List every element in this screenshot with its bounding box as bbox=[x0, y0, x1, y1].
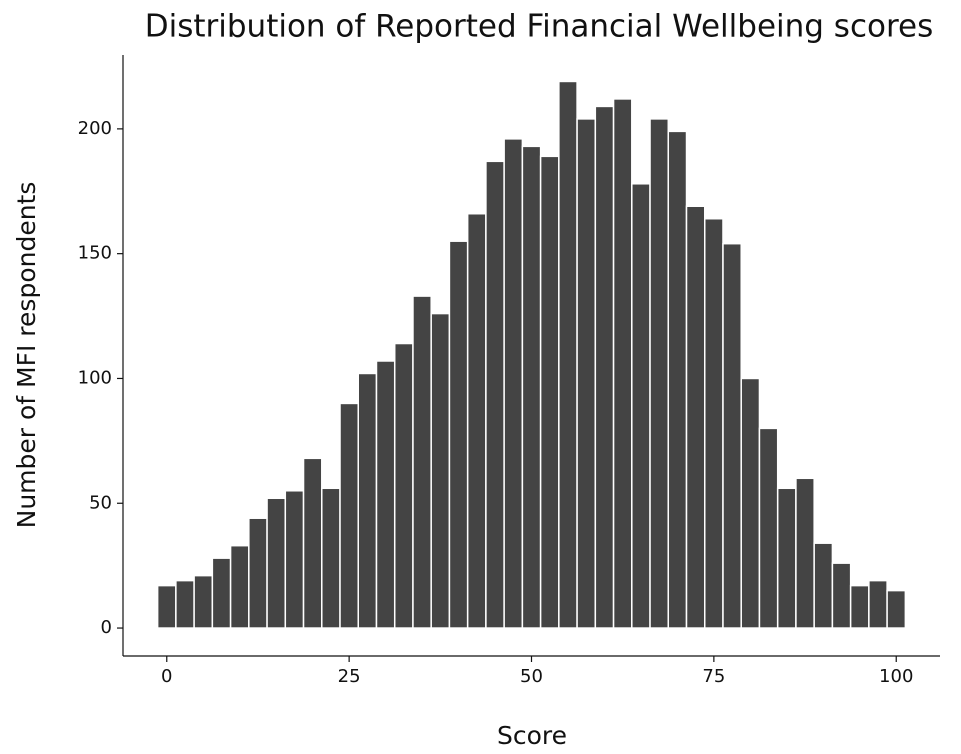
bar bbox=[594, 105, 615, 629]
bar bbox=[156, 584, 177, 629]
bar bbox=[284, 490, 305, 629]
bar bbox=[758, 427, 779, 629]
bar bbox=[211, 557, 232, 629]
bar bbox=[849, 584, 870, 629]
bar bbox=[703, 217, 724, 629]
bar bbox=[740, 377, 761, 629]
bar bbox=[649, 118, 670, 629]
bar bbox=[193, 574, 214, 629]
bar bbox=[375, 360, 396, 629]
bar bbox=[685, 205, 706, 629]
bar bbox=[776, 487, 797, 629]
y-tick-label: 150 bbox=[78, 243, 112, 264]
bar bbox=[321, 487, 341, 629]
bar bbox=[722, 242, 742, 629]
bar bbox=[393, 342, 414, 629]
x-tick-label: 75 bbox=[702, 666, 725, 687]
bar bbox=[302, 457, 323, 629]
x-axis-label: Score bbox=[497, 721, 567, 750]
x-tick-label: 100 bbox=[879, 666, 913, 687]
x-tick-label: 25 bbox=[338, 666, 361, 687]
bar bbox=[868, 579, 888, 629]
bar bbox=[266, 497, 287, 629]
bar bbox=[558, 80, 578, 629]
bar bbox=[412, 295, 432, 629]
bar bbox=[813, 542, 834, 629]
y-tick-label: 0 bbox=[101, 617, 112, 638]
bar bbox=[339, 402, 360, 629]
x-tick-label: 50 bbox=[520, 666, 543, 687]
bar bbox=[831, 562, 852, 629]
x-tick-label: 0 bbox=[161, 666, 172, 687]
bar bbox=[667, 130, 688, 629]
bar bbox=[448, 240, 469, 629]
bar bbox=[430, 312, 451, 629]
bar bbox=[248, 517, 268, 629]
bar bbox=[485, 160, 505, 629]
y-tick-label: 100 bbox=[78, 367, 112, 388]
bar bbox=[503, 138, 524, 629]
bar bbox=[466, 212, 487, 629]
bar bbox=[229, 544, 250, 629]
bar bbox=[795, 477, 815, 629]
bar bbox=[612, 98, 633, 629]
bar bbox=[886, 589, 907, 629]
y-tick-label: 200 bbox=[78, 118, 112, 139]
chart-title: Distribution of Reported Financial Wellb… bbox=[145, 9, 934, 45]
bar bbox=[539, 155, 560, 629]
bar bbox=[175, 579, 195, 629]
bar bbox=[521, 145, 542, 629]
bar bbox=[357, 372, 378, 629]
y-tick-label: 50 bbox=[89, 492, 112, 513]
bar bbox=[631, 183, 651, 629]
y-axis-label: Number of MFI respondents bbox=[12, 182, 41, 529]
bar bbox=[576, 118, 597, 629]
